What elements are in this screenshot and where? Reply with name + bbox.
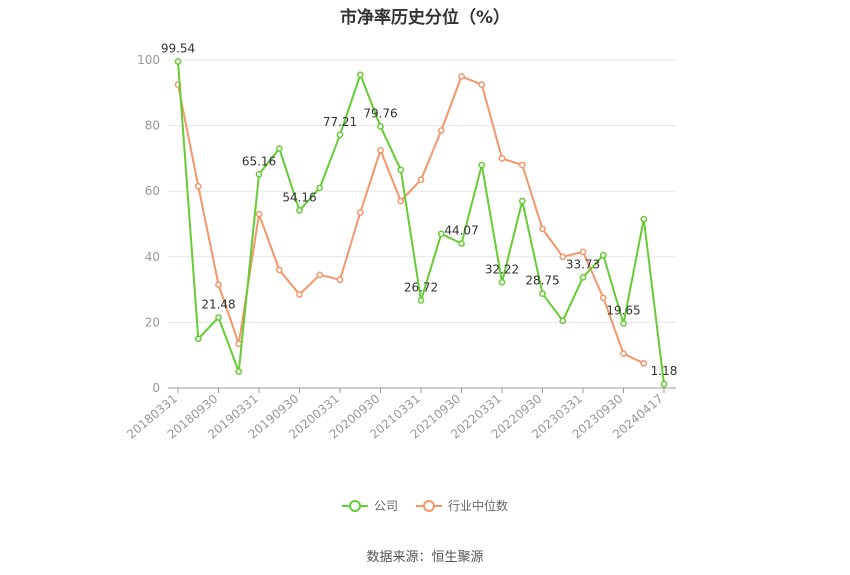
data-point xyxy=(377,123,384,130)
data-point xyxy=(275,266,283,274)
data-point xyxy=(437,230,445,238)
data-point xyxy=(640,360,648,367)
legend: 公司 行业中位数 xyxy=(0,497,850,514)
data-label: 1.18 xyxy=(651,364,678,378)
data-point xyxy=(194,335,202,343)
legend-line-circle-icon xyxy=(341,499,368,512)
data-label: 28.75 xyxy=(525,274,559,288)
data-point xyxy=(599,251,607,259)
y-tick-label: 80 xyxy=(145,119,160,133)
data-point xyxy=(397,166,405,174)
data-labels: 99.54 21.48 65.16 54.16 77.21 79.76 26.72 44.07… xyxy=(161,42,678,379)
data-label: 19.65 xyxy=(606,304,640,318)
data-point xyxy=(458,73,465,80)
data-point xyxy=(316,271,324,279)
data-point xyxy=(235,368,243,375)
data-point xyxy=(194,182,202,190)
data-point xyxy=(174,58,182,65)
data-label: 21.48 xyxy=(201,298,235,312)
data-point xyxy=(215,281,222,289)
data-label: 26.72 xyxy=(404,280,438,294)
data-point xyxy=(356,71,364,79)
y-tick-label: 40 xyxy=(145,250,160,264)
y-tick-label: 100 xyxy=(137,53,160,67)
data-point xyxy=(417,297,425,304)
data-point xyxy=(275,145,283,152)
data-point xyxy=(316,184,324,192)
series-line-0 xyxy=(177,61,665,385)
data-label: 32.22 xyxy=(485,262,519,276)
data-point xyxy=(255,210,263,218)
data-label: 54.16 xyxy=(282,190,316,204)
data-point xyxy=(579,248,587,256)
legend-line-circle-icon xyxy=(416,499,442,512)
legend-label-company: 公司 xyxy=(373,499,398,513)
data-point xyxy=(559,253,567,261)
data-point xyxy=(336,131,344,139)
data-point xyxy=(640,215,648,223)
legend-item-industry-median[interactable]: 行业中位数 xyxy=(416,497,508,514)
data-point xyxy=(296,291,303,298)
data-point xyxy=(579,274,587,281)
data-point xyxy=(539,225,546,233)
y-tick-label: 20 xyxy=(145,315,160,329)
data-point xyxy=(437,127,445,134)
data-label: 77.21 xyxy=(323,115,357,129)
data-point xyxy=(458,240,465,247)
data-source: 数据来源：恒生聚源 xyxy=(366,550,484,565)
data-point xyxy=(660,380,668,388)
data-point xyxy=(255,170,263,178)
data-point xyxy=(559,317,567,325)
data-point xyxy=(539,290,546,298)
data-point xyxy=(620,350,627,357)
data-point xyxy=(336,276,344,284)
data-label: 44.07 xyxy=(444,223,478,237)
y-tick-label: 0 xyxy=(152,381,160,395)
legend-label-industry-median: 行业中位数 xyxy=(448,499,509,513)
data-point xyxy=(498,278,506,286)
y-tick-label: 60 xyxy=(145,184,160,198)
data-point xyxy=(417,176,425,184)
chart-title: 市净率历史分位（%） xyxy=(339,8,511,28)
data-point xyxy=(296,207,303,214)
legend-item-company[interactable]: 公司 xyxy=(341,497,398,514)
data-label: 65.16 xyxy=(242,154,276,168)
series-line-1 xyxy=(177,75,645,365)
data-label: 33.73 xyxy=(566,257,600,271)
data-point xyxy=(215,314,222,321)
data-point xyxy=(518,197,526,205)
axes: 0204060801002018033120180930201903312019… xyxy=(124,53,676,442)
data-point xyxy=(377,146,384,154)
data-point xyxy=(518,161,526,169)
grid-lines xyxy=(168,59,676,323)
series-lines xyxy=(174,58,668,388)
data-point xyxy=(397,197,405,205)
data-point xyxy=(478,161,486,169)
data-point xyxy=(599,294,607,302)
data-point xyxy=(498,155,506,162)
data-point xyxy=(356,209,364,216)
data-label: 79.76 xyxy=(363,106,397,120)
data-label: 99.54 xyxy=(161,42,195,56)
data-point xyxy=(620,320,627,327)
data-point xyxy=(478,81,486,88)
